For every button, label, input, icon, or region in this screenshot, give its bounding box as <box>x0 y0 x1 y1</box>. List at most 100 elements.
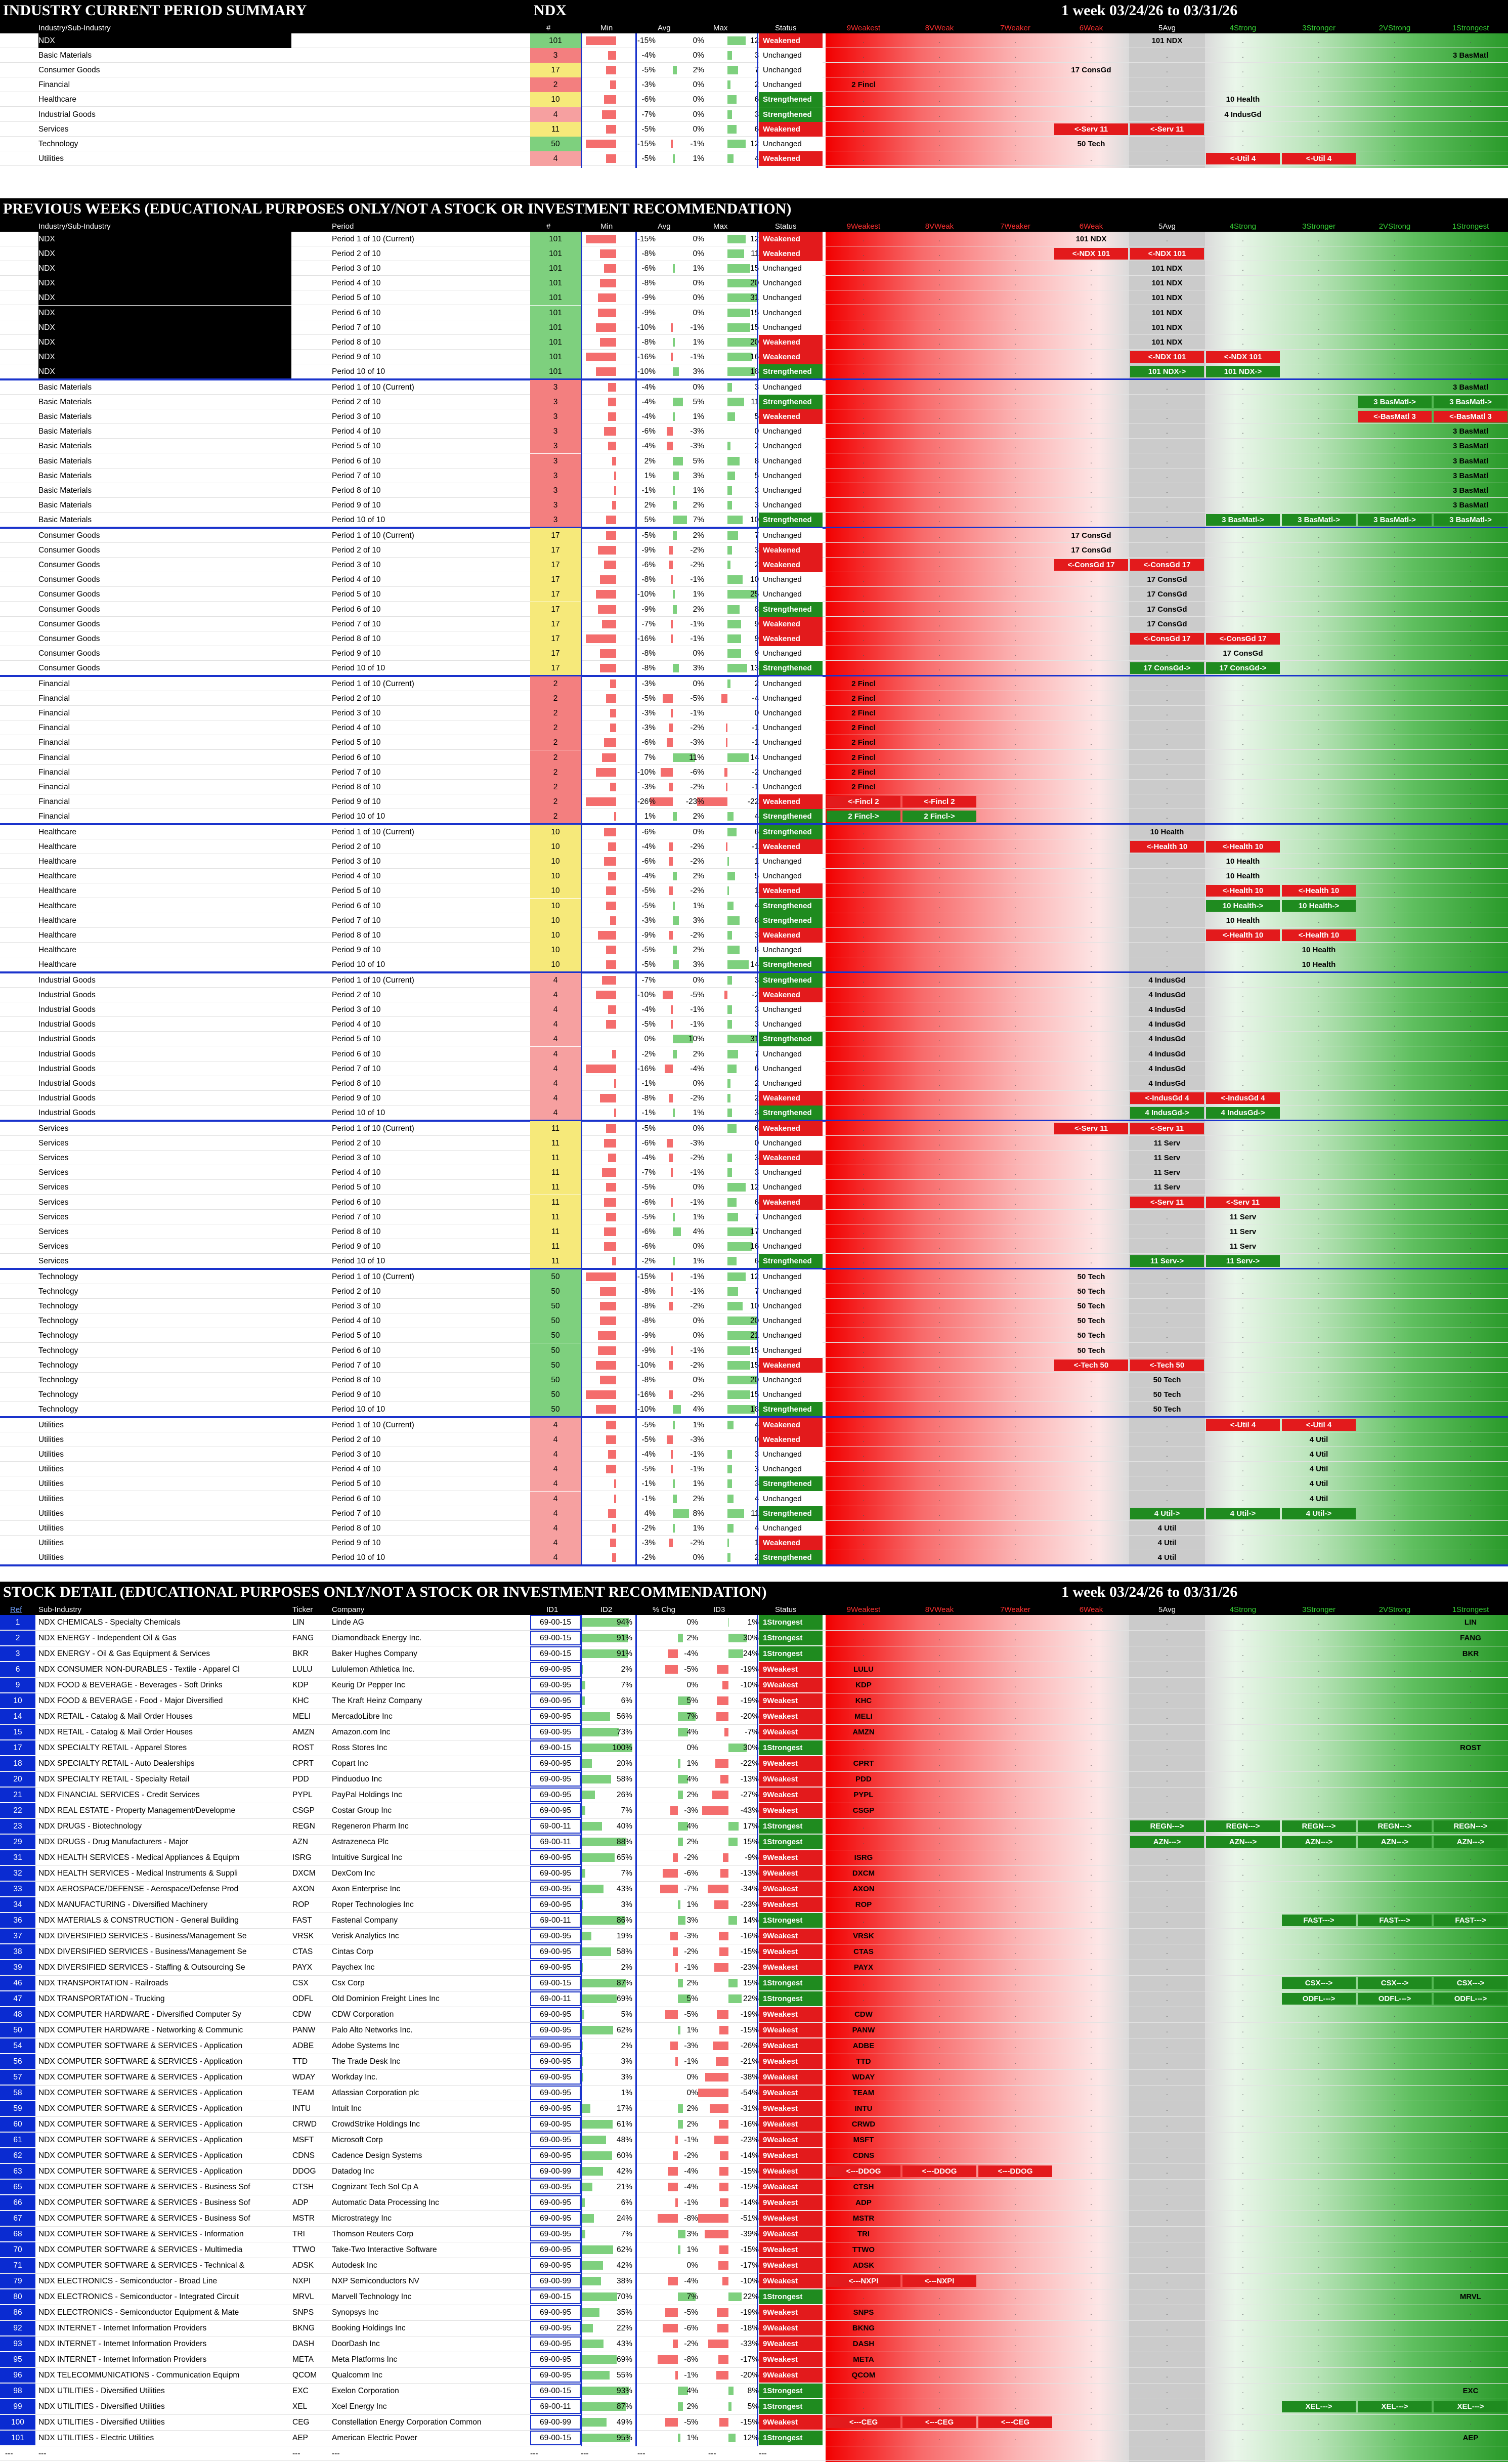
min-bar <box>598 293 616 303</box>
min-bar <box>596 323 616 332</box>
status-badge: Unchanged <box>759 676 823 691</box>
period-label: Period 3 of 10 <box>332 857 381 866</box>
scale-dot: . <box>1318 797 1320 805</box>
min-value: -8% <box>641 663 656 672</box>
scale-dot: . <box>1470 1649 1472 1658</box>
scale-dot: . <box>863 1168 865 1177</box>
chg-bar <box>670 1806 678 1815</box>
avg-bar <box>671 1272 673 1281</box>
scale-dot: . <box>1318 782 1320 791</box>
scale-dot: . <box>1318 2324 1320 2332</box>
industry-name: Industrial Goods <box>38 976 96 985</box>
min-value: -8% <box>641 575 656 584</box>
scale-dot: . <box>1318 2277 1320 2285</box>
id3-bar <box>702 1806 728 1815</box>
scale-dot: . <box>863 442 865 450</box>
min-value: -5% <box>641 1421 656 1429</box>
footer-dash: --- <box>332 2449 340 2458</box>
status-badge: Unchanged <box>759 587 823 602</box>
ticker: CTAS <box>292 1947 313 1956</box>
scale-dot: . <box>863 1634 865 1642</box>
id2-bar <box>582 2308 599 2317</box>
scale-dot: . <box>863 1421 865 1429</box>
scale-dot: . <box>1166 515 1168 524</box>
chg-bar <box>678 1696 691 1705</box>
scale-dot: . <box>1318 1744 1320 1752</box>
id3-bar <box>718 2355 728 2364</box>
scale-dot: . <box>1394 2104 1396 2112</box>
period-label: Period 7 of 10 <box>332 1509 381 1518</box>
industry-name: Services <box>38 1154 69 1163</box>
status-badge: Unchanged <box>759 1002 823 1017</box>
avg-bar <box>673 916 679 925</box>
scale-header-6weak: 6Weak <box>1079 1605 1103 1614</box>
scale-dot: . <box>1470 1696 1472 1705</box>
strength-marker: <---DDOG <box>827 2165 900 2177</box>
id3-bar <box>714 1963 728 1972</box>
count-value: 4 <box>530 1002 581 1017</box>
scale-dot: . <box>1242 575 1244 584</box>
scale-dot: . <box>1242 1331 1244 1340</box>
scale-dot: . <box>1470 1139 1472 1148</box>
scale-header-3stronger: 3Stronger <box>1302 24 1335 32</box>
ticker: CDW <box>292 2010 312 2019</box>
scale-dot: . <box>1394 1272 1396 1281</box>
scale-dot: . <box>1014 1361 1016 1369</box>
company-name: Old Dominion Freight Lines Inc <box>332 1994 440 2003</box>
scale-dot: . <box>863 1932 865 1940</box>
scale-dot: . <box>1014 945 1016 954</box>
industry-name: Industrial Goods <box>38 1005 96 1014</box>
avg-bar <box>673 154 675 163</box>
scale-header-9weakest: 9Weakest <box>846 24 881 32</box>
max-bar <box>727 293 758 303</box>
avg-bar <box>669 561 673 570</box>
scale-dot: . <box>1318 1553 1320 1561</box>
industry-name: Consumer Goods <box>38 546 100 555</box>
id2-header: ID2 <box>600 1605 613 1614</box>
pct-change: 2% <box>686 1634 698 1642</box>
scale-dot: . <box>1014 694 1016 703</box>
period-label: Period 10 of 10 <box>332 960 385 969</box>
scale-dot: . <box>1242 724 1244 732</box>
min-value: -5% <box>641 1124 656 1133</box>
scale-dot: . <box>1090 1139 1092 1148</box>
min-value: -8% <box>641 249 656 259</box>
min-bar <box>612 1553 616 1562</box>
scale-dot: . <box>1014 1272 1016 1281</box>
avg-value: 3% <box>693 663 704 672</box>
strength-marker: 11 Serv <box>1153 1154 1181 1163</box>
chg-bar <box>678 1712 696 1721</box>
scale-dot: . <box>1242 66 1244 74</box>
scale-dot: . <box>863 1681 865 1689</box>
count-value: 4 <box>530 1447 581 1462</box>
ticker: QCOM <box>292 2371 317 2380</box>
scale-dot: . <box>863 51 865 60</box>
ref-number: 22 <box>0 1803 35 1818</box>
min-value: -4% <box>641 1005 656 1014</box>
id2-bar <box>582 1900 583 1909</box>
scale-dot: . <box>1242 2387 1244 2395</box>
company-name: Ross Stores Inc <box>332 1744 387 1752</box>
scale-dot: . <box>938 1346 940 1354</box>
scale-dot: . <box>863 1885 865 1893</box>
strength-marker: FAST---> <box>1282 1915 1356 1926</box>
scale-dot: . <box>863 36 865 45</box>
scale-dot: . <box>938 2026 940 2034</box>
scale-dot: . <box>1090 1791 1092 1799</box>
scale-dot: . <box>1394 279 1396 287</box>
sub-industry: NDX UTILITIES - Electric Utilities <box>38 2434 154 2442</box>
stock-row: 61 NDX COMPUTER SOFTWARE & SERVICES - App… <box>0 2133 1508 2148</box>
status-badge: Weakened <box>759 988 823 1003</box>
industry-name: NDX <box>38 33 291 48</box>
period-label: Period 2 of 10 <box>332 991 381 1000</box>
min-bar <box>602 753 616 762</box>
scale-dot: . <box>863 1242 865 1250</box>
scale-dot: . <box>938 1979 940 1987</box>
column-rule <box>635 380 637 527</box>
scale-dot: . <box>1394 546 1396 555</box>
industry-name: Technology <box>38 1316 78 1326</box>
scale-dot: . <box>1090 51 1092 60</box>
scale-dot: . <box>938 249 940 258</box>
